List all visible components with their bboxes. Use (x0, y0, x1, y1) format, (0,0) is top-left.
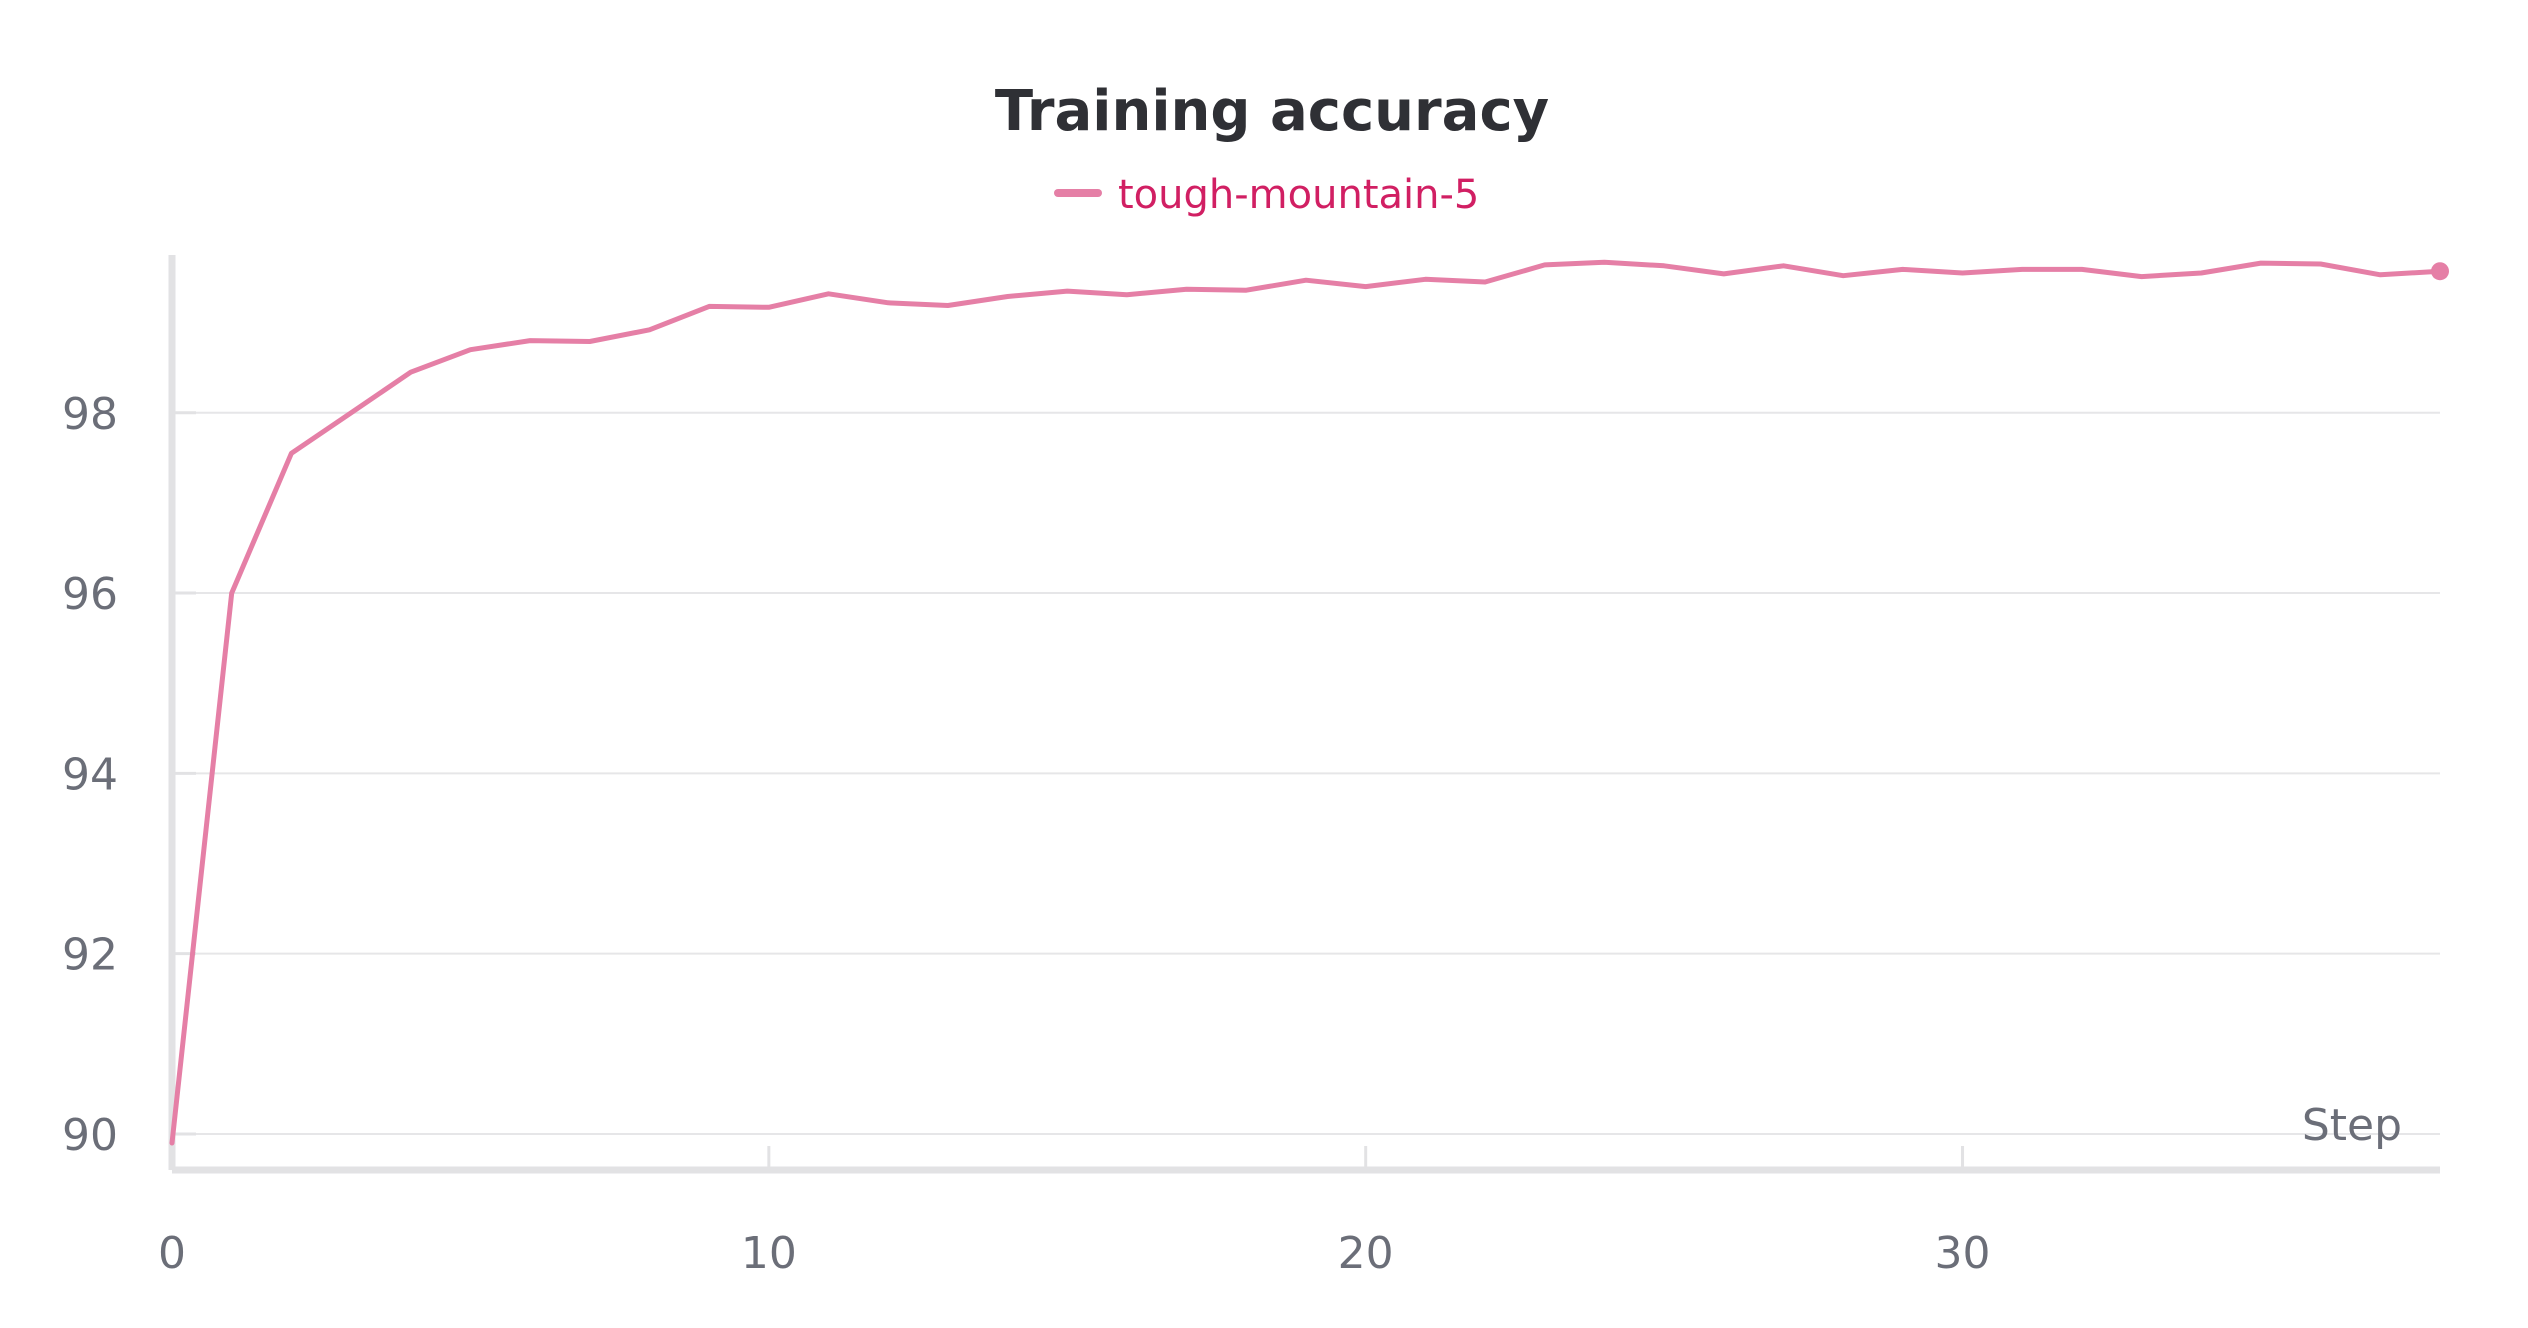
x-tick-label: 20 (1338, 1228, 1394, 1279)
grid-lines (172, 411, 2440, 1135)
series-end-point[interactable] (2431, 262, 2449, 281)
x-tick-label: 30 (1935, 1228, 1991, 1279)
x-tick-label: 0 (158, 1228, 186, 1279)
y-tick-label: 94 (62, 749, 118, 800)
y-tick-label: 90 (62, 1110, 118, 1161)
series-layer (169, 259, 2449, 1146)
series-line-0[interactable] (169, 259, 2443, 1146)
chart-title: Training accuracy (995, 79, 1549, 144)
y-tick-label: 96 (62, 569, 118, 620)
legend[interactable]: tough-mountain-5 (1054, 172, 1479, 218)
legend-entry-label: tough-mountain-5 (1118, 172, 1479, 218)
x-tick-label: 10 (741, 1228, 797, 1279)
y-tick-label: 92 (62, 930, 118, 981)
ticks: 90 92 94 96 98 0 10 20 30 (62, 389, 1991, 1279)
y-tick-label: 98 (62, 389, 118, 440)
axes (168, 255, 2440, 1174)
x-axis-label: Step (2302, 1100, 2402, 1151)
